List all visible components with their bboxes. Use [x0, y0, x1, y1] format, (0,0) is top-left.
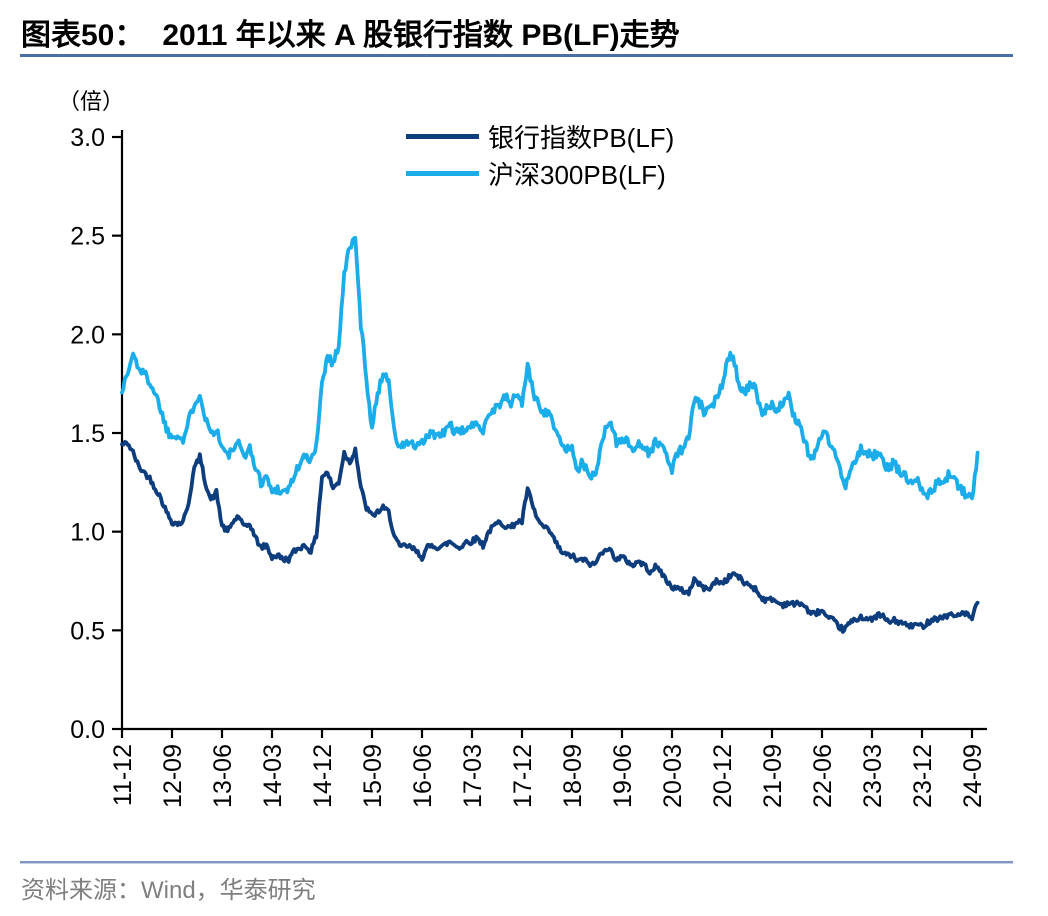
- chart-legend: 银行指数PB(LF) 沪深300PB(LF): [406, 118, 674, 192]
- x-tick-label: 23-03: [859, 744, 887, 808]
- y-tick-label: 0.5: [70, 617, 105, 645]
- x-tick-label: 11-12: [109, 744, 137, 806]
- x-tick-label: 20-12: [709, 744, 737, 808]
- x-tick-label: 17-03: [459, 744, 487, 808]
- x-tick-label: 16-06: [409, 744, 437, 808]
- legend-label-csi300: 沪深300PB(LF): [488, 160, 666, 190]
- x-tick-label: 19-06: [609, 744, 637, 808]
- x-tick-label: 21-09: [759, 744, 787, 808]
- y-tick-label: 1.5: [70, 420, 105, 448]
- x-tick-label: 12-09: [159, 744, 187, 808]
- y-tick-label: 0.0: [70, 716, 105, 744]
- legend-item-bank: 银行指数PB(LF): [406, 118, 674, 155]
- x-tick-label: 13-06: [209, 744, 237, 808]
- y-axis-unit-label: （倍）: [58, 89, 125, 114]
- x-tick-label: 20-03: [659, 744, 687, 808]
- source-note: 资料来源：Wind，华泰研究: [21, 877, 316, 904]
- x-tick-label: 18-09: [559, 744, 587, 808]
- title-underline: [20, 54, 1013, 57]
- x-tick-label: 23-12: [909, 744, 937, 808]
- y-tick-label: 2.0: [70, 321, 105, 349]
- csi300-pb-line: [120, 235, 980, 501]
- figure-header: 图表50： 2011 年以来 A 股银行指数 PB(LF)走势: [21, 10, 1021, 54]
- x-tick-label: 14-12: [309, 744, 337, 808]
- x-tick-label: 22-06: [809, 744, 837, 808]
- x-tick-label: 24-09: [959, 744, 987, 808]
- bank-line-swatch: [406, 134, 479, 139]
- y-tick-label: 2.5: [70, 223, 105, 251]
- csi300-line-swatch: [406, 171, 479, 176]
- legend-label-bank: 银行指数PB(LF): [488, 123, 675, 153]
- footer-divider: [20, 861, 1013, 864]
- y-tick-label: 1.0: [70, 519, 105, 547]
- figure-title: 2011 年以来 A 股银行指数 PB(LF)走势: [162, 19, 680, 52]
- bank-pb-line: [120, 439, 980, 634]
- legend-item-csi300: 沪深300PB(LF): [406, 155, 674, 192]
- x-tick-label: 15-09: [359, 744, 387, 808]
- x-tick-label: 17-12: [509, 744, 537, 808]
- x-tick-label: 14-03: [259, 744, 287, 808]
- y-tick-label: 3.0: [70, 124, 105, 152]
- figure-number: 图表50：: [21, 19, 145, 52]
